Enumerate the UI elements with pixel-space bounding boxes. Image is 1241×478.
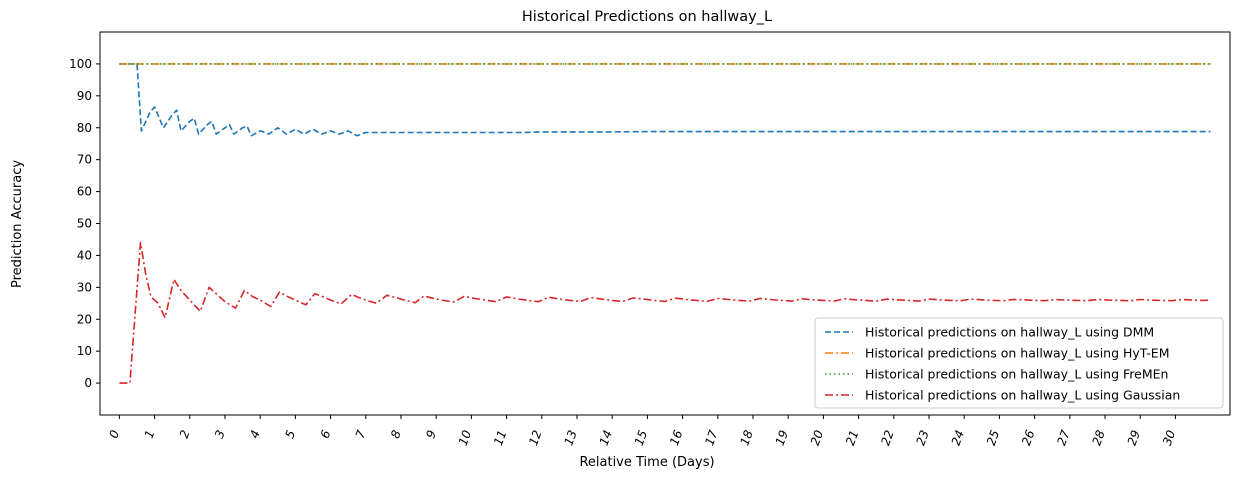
y-tick-label: 20 <box>77 312 92 326</box>
legend-box <box>814 317 1224 409</box>
y-tick-label: 80 <box>77 121 92 135</box>
x-tick-label: 10 <box>456 428 475 447</box>
y-tick-label: 40 <box>77 248 92 262</box>
y-tick-label: 10 <box>77 344 92 358</box>
y-tick-label: 90 <box>77 89 92 103</box>
x-tick-label: 1 <box>142 428 158 440</box>
x-tick-label: 30 <box>1160 428 1179 447</box>
x-tick-label: 5 <box>282 428 298 440</box>
legend-label-1: Historical predictions on hallway_L usin… <box>865 346 1169 361</box>
y-tick-label: 100 <box>69 57 92 71</box>
x-tick-label: 6 <box>318 428 334 440</box>
x-tick-label: 22 <box>878 428 896 447</box>
x-tick-label: 4 <box>247 428 263 440</box>
legend: Historical predictions on hallway_L usin… <box>814 317 1224 409</box>
y-tick-label: 60 <box>77 185 92 199</box>
x-tick-label: 13 <box>561 428 579 447</box>
y-tick-label: 50 <box>77 217 92 231</box>
x-tick-label: 24 <box>949 428 967 447</box>
x-tick-label: 18 <box>737 428 756 447</box>
series-line-0 <box>119 63 1211 137</box>
legend-label-3: Historical predictions on hallway_L usin… <box>865 388 1180 403</box>
x-tick-label: 12 <box>526 428 544 447</box>
plot-lines <box>119 63 1211 384</box>
chart-title: Historical Predictions on hallway_L <box>522 9 772 25</box>
x-tick-label: 9 <box>423 428 439 440</box>
x-tick-label: 7 <box>353 428 369 440</box>
x-tick-label: 17 <box>702 428 721 447</box>
x-tick-label: 2 <box>177 428 193 440</box>
x-tick-label: 27 <box>1054 428 1073 447</box>
x-tick-label: 0 <box>106 428 122 440</box>
x-tick-label: 29 <box>1125 428 1143 447</box>
x-tick-label: 15 <box>632 428 650 447</box>
y-axis: 0 10 20 30 40 50 60 70 80 90 100 <box>69 57 100 390</box>
x-tick-label: 3 <box>212 428 228 440</box>
x-tick-label: 8 <box>388 428 404 440</box>
legend-label-0: Historical predictions on hallway_L usin… <box>865 325 1154 340</box>
x-tick-label: 25 <box>984 428 1002 447</box>
y-axis-label: Prediction Accuracy <box>10 160 25 288</box>
x-axis: 0 1 2 3 4 5 6 7 8 9 10 11 12 13 14 15 16 17 18 19 20 21 22 23 24… <box>106 415 1178 447</box>
x-tick-label: 14 <box>597 428 615 447</box>
y-tick-label: 0 <box>84 376 92 390</box>
x-tick-label: 20 <box>808 428 827 447</box>
x-tick-label: 21 <box>843 428 861 447</box>
x-tick-label: 23 <box>913 428 931 447</box>
series-line-3 <box>119 241 1211 384</box>
y-tick-label: 70 <box>77 153 92 167</box>
x-tick-label: 11 <box>491 428 509 447</box>
x-axis-label: Relative Time (Days) <box>579 455 714 470</box>
x-tick-label: 16 <box>667 428 686 447</box>
x-tick-label: 26 <box>1019 428 1038 447</box>
y-tick-label: 30 <box>77 280 92 294</box>
x-tick-label: 19 <box>773 428 791 447</box>
x-tick-label: 28 <box>1089 428 1108 447</box>
legend-label-2: Historical predictions on hallway_L usin… <box>865 367 1168 382</box>
